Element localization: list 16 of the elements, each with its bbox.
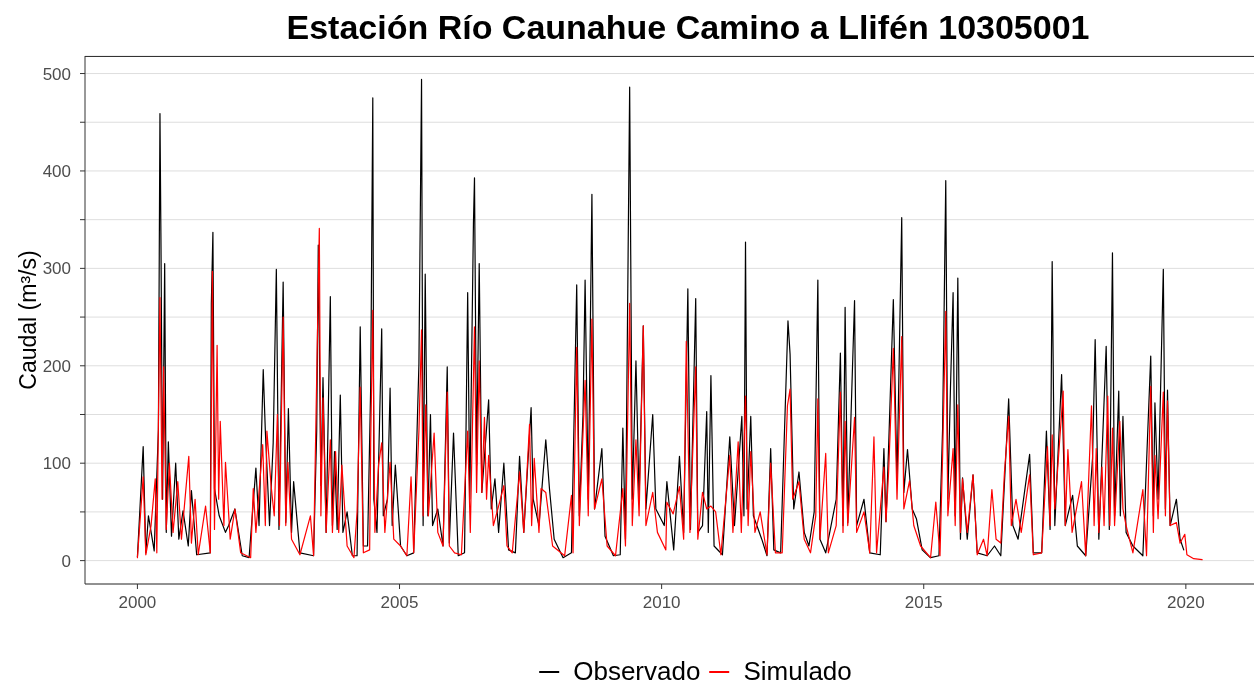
y-tick-label: 500 xyxy=(42,64,71,84)
y-axis-title: Caudal (m³/s) xyxy=(15,250,41,390)
x-tick-label: 2010 xyxy=(642,593,681,613)
y-tick-label: 400 xyxy=(42,161,71,181)
y-tick-label: 200 xyxy=(42,356,71,376)
legend-label: Observado xyxy=(573,656,701,686)
x-tick-label: 2005 xyxy=(380,593,419,613)
legend-label: Simulado xyxy=(743,656,852,686)
x-tick-label: 2000 xyxy=(118,593,157,613)
y-tick-label: 300 xyxy=(42,259,71,279)
chart-title: Estación Río Caunahue Camino a Llifén 10305001 xyxy=(286,8,1090,47)
x-tick-label: 2020 xyxy=(1166,593,1205,613)
y-tick-label: 100 xyxy=(42,454,71,474)
line-series xyxy=(136,227,1203,561)
y-tick-label: 0 xyxy=(61,551,71,571)
x-tick-label: 2015 xyxy=(904,593,943,613)
